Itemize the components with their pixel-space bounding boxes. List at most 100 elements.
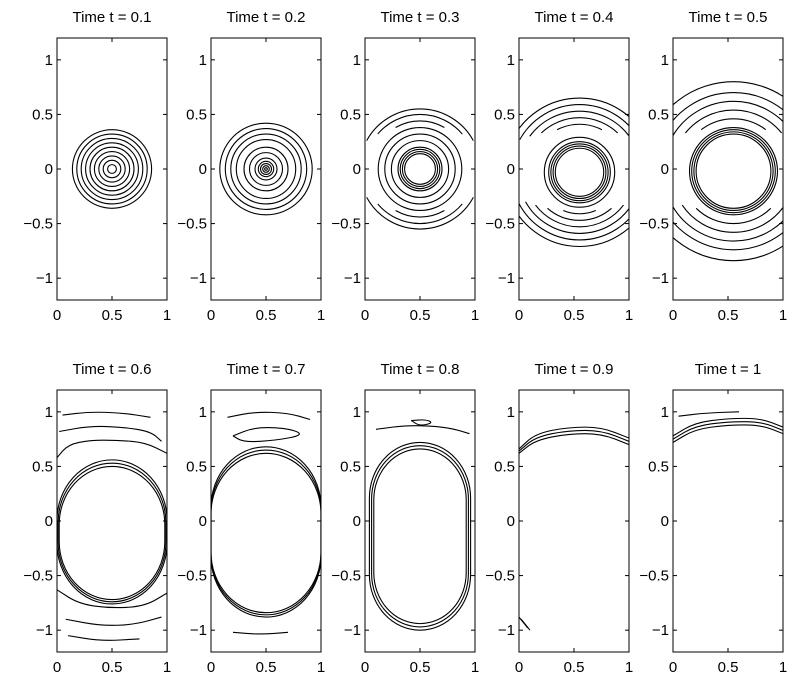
y-tick-label: 1 bbox=[199, 52, 207, 69]
contour-circle bbox=[102, 159, 122, 179]
contour-curve bbox=[232, 427, 300, 443]
y-tick-label: 1 bbox=[507, 404, 515, 421]
panel-title: Time t = 0.9 bbox=[534, 361, 613, 378]
x-tick-label: 0 bbox=[361, 659, 369, 676]
axes-box bbox=[364, 37, 476, 301]
contour-curve bbox=[520, 618, 531, 631]
contour-loop bbox=[57, 462, 167, 603]
x-tick-label: 1 bbox=[471, 307, 479, 324]
panel-5: Time t = 0.5 0 0.5 1 −1 −0.5 0 0.5 1 bbox=[639, 9, 787, 324]
contour-arc bbox=[673, 205, 783, 242]
contour-circle bbox=[98, 155, 126, 183]
y-tick-label: −1 bbox=[36, 270, 53, 287]
contour-arc bbox=[377, 113, 463, 135]
contour-circle bbox=[548, 141, 611, 204]
contour-circle bbox=[404, 153, 436, 185]
y-tick-label: −0.5 bbox=[639, 568, 669, 585]
contour-lines bbox=[57, 411, 167, 641]
y-tick-label: 0.5 bbox=[32, 106, 53, 123]
x-tick-label: 1 bbox=[471, 659, 479, 676]
x-tick-label: 0.5 bbox=[410, 307, 431, 324]
contour-curve bbox=[519, 426, 629, 450]
y-tick-label: −0.5 bbox=[23, 568, 53, 585]
contour-curve bbox=[375, 425, 470, 435]
contour-curve bbox=[59, 425, 162, 442]
x-tick-label: 0 bbox=[361, 307, 369, 324]
y-tick-label: −0.5 bbox=[331, 568, 361, 585]
contour-circle bbox=[691, 129, 776, 214]
panel-7: Time t = 0.7 0 0.5 1 −1 −0.5 0 0.5 1 bbox=[177, 361, 325, 676]
y-tick-label: 1 bbox=[45, 52, 53, 69]
contour-circle bbox=[399, 148, 441, 190]
x-tick-label: 1 bbox=[163, 659, 171, 676]
y-tick-label: −1 bbox=[498, 622, 515, 639]
contour-curve bbox=[232, 631, 289, 635]
contour-circle bbox=[688, 126, 779, 216]
x-tick-label: 1 bbox=[779, 307, 787, 324]
axes-box bbox=[56, 37, 168, 301]
contour-circle bbox=[93, 150, 131, 188]
panel-8: Time t = 0.8 0 0.5 1 −1 −0.5 0 0.5 1 bbox=[331, 361, 479, 676]
y-tick-label: 0.5 bbox=[32, 458, 53, 475]
contour-lines bbox=[71, 129, 153, 209]
contour-loop bbox=[211, 449, 321, 616]
contour-circle bbox=[695, 133, 772, 209]
y-tick-label: 0.5 bbox=[494, 106, 515, 123]
contour-circle bbox=[235, 138, 297, 200]
panel-title: Time t = 0.4 bbox=[534, 9, 613, 26]
axes-box bbox=[210, 37, 322, 301]
y-tick-label: 0.5 bbox=[186, 106, 207, 123]
contour-arc bbox=[535, 204, 624, 228]
axes-box bbox=[364, 389, 476, 653]
y-tick-label: 0.5 bbox=[494, 458, 515, 475]
panel-title: Time t = 1 bbox=[695, 361, 762, 378]
contour-circle bbox=[259, 162, 273, 176]
contour-arc bbox=[684, 109, 783, 134]
y-tick-label: −1 bbox=[344, 622, 361, 639]
contour-circle bbox=[401, 150, 439, 188]
x-tick-label: 0.5 bbox=[564, 307, 585, 324]
panel-1: Time t = 0.1 0 0.5 1 −1 −0.5 0 0.5 1 bbox=[23, 9, 171, 324]
contour-circle bbox=[397, 146, 443, 192]
contour-loop bbox=[368, 441, 472, 631]
contour-circle bbox=[230, 133, 302, 205]
y-tick-label: 0 bbox=[661, 161, 669, 178]
contour-lines bbox=[211, 411, 321, 635]
contour-arc bbox=[540, 117, 619, 134]
x-tick-label: 1 bbox=[163, 307, 171, 324]
contour-arc bbox=[377, 203, 463, 225]
contour-curve bbox=[57, 439, 167, 459]
x-tick-label: 0 bbox=[669, 659, 677, 676]
contour-arc bbox=[673, 81, 783, 106]
y-tick-label: 0 bbox=[45, 161, 53, 178]
contour-arc bbox=[525, 201, 629, 234]
y-tick-label: −0.5 bbox=[331, 216, 361, 233]
x-tick-label: 0.5 bbox=[718, 307, 739, 324]
contour-loop bbox=[57, 459, 167, 605]
contour-arc bbox=[519, 202, 629, 241]
contour-circle bbox=[80, 137, 144, 201]
panel-3: Time t = 0.3 0 0.5 1 −1 −0.5 0 0.5 1 bbox=[331, 9, 479, 324]
contour-arc bbox=[673, 236, 783, 262]
y-tick-label: 1 bbox=[199, 404, 207, 421]
contour-arc bbox=[547, 207, 612, 221]
contour-arc bbox=[519, 97, 629, 130]
contour-curve bbox=[673, 417, 783, 437]
x-tick-label: 1 bbox=[317, 659, 325, 676]
panel-title: Time t = 0.1 bbox=[72, 9, 151, 26]
contour-curve bbox=[227, 411, 311, 421]
y-tick-label: 0 bbox=[353, 513, 361, 530]
y-tick-label: −0.5 bbox=[639, 216, 669, 233]
panel-title: Time t = 0.6 bbox=[72, 361, 151, 378]
contour-arc bbox=[681, 204, 783, 233]
x-tick-label: 0 bbox=[53, 659, 61, 676]
x-tick-label: 0 bbox=[515, 307, 523, 324]
panel-title: Time t = 0.7 bbox=[226, 361, 305, 378]
contour-circle bbox=[377, 126, 463, 212]
y-tick-label: 0.5 bbox=[648, 458, 669, 475]
contour-circle bbox=[543, 136, 616, 208]
contour-curve bbox=[519, 433, 629, 454]
contour-curve bbox=[62, 411, 151, 418]
contour-lines bbox=[673, 81, 783, 262]
contour-circle bbox=[262, 165, 270, 173]
